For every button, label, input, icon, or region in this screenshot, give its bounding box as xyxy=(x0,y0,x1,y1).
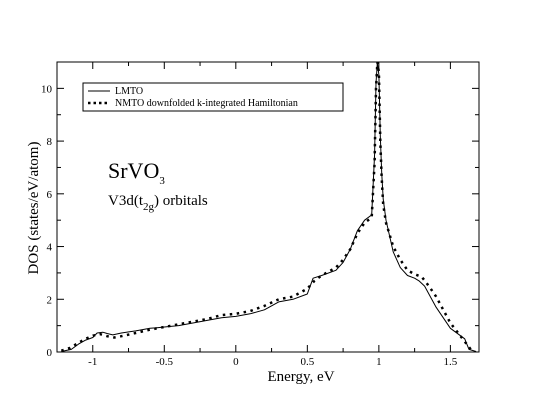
x-tick-label: 0 xyxy=(233,356,239,368)
y-axis-label: DOS (states/eV/atom) xyxy=(26,142,42,275)
x-tick-label: -1 xyxy=(88,356,97,368)
annotation-subtitle-sub: 2g xyxy=(143,201,155,213)
annotation-title: SrVO3 xyxy=(108,158,165,187)
x-tick-label: 0.5 xyxy=(300,356,314,368)
y-tick-label: 4 xyxy=(47,242,53,254)
y-tick-label: 0 xyxy=(47,347,53,359)
annotation-subtitle-prefix: V3d(t xyxy=(108,193,144,209)
annotation-subtitle-suffix: ) orbitals xyxy=(154,193,208,209)
plot-area xyxy=(60,62,477,352)
x-tick-label: 1.5 xyxy=(444,356,458,368)
y-tick-label: 2 xyxy=(47,294,53,306)
y-tick-label: 8 xyxy=(47,136,53,148)
x-tick-label: 1 xyxy=(376,356,382,368)
legend-label-nmto: NMTO downfolded k-integrated Hamiltonian xyxy=(115,98,298,109)
annotation-title-main: SrVO xyxy=(108,158,159,183)
legend-label-lmto: LMTO xyxy=(115,86,143,97)
x-tick-label: -0.5 xyxy=(156,356,174,368)
legend-box xyxy=(82,82,344,112)
axes: -1 -0.5 0 0.5 1 1.5 0 2 4 6 8 10 xyxy=(41,61,480,368)
legend: LMTO NMTO downfolded k-integrated Hamilt… xyxy=(82,82,344,112)
y-tick-label: 10 xyxy=(41,83,53,95)
annotation-title-sub: 3 xyxy=(159,175,165,187)
series-line-lmto xyxy=(61,62,477,352)
plot-frame xyxy=(56,61,480,353)
y-tick-label: 6 xyxy=(47,189,53,201)
series-line-nmto xyxy=(60,62,473,352)
x-axis-label: Energy, eV xyxy=(267,369,334,385)
annotation-subtitle: V3d(t2g) orbitals xyxy=(108,193,208,213)
